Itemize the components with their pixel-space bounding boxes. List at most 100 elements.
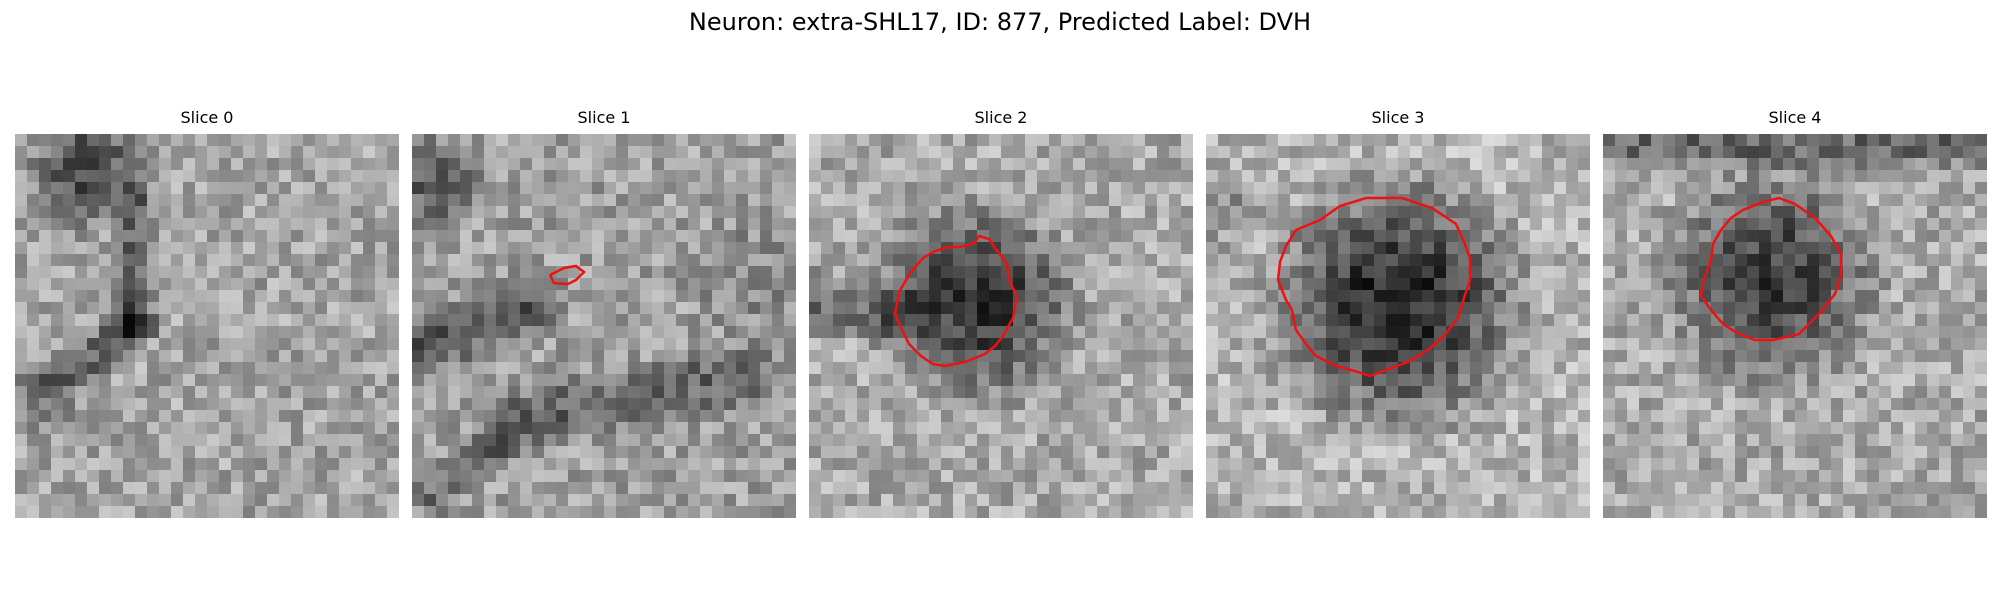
pixel [1109, 194, 1122, 207]
pixel [592, 386, 605, 399]
pixel [1675, 194, 1688, 207]
pixel [628, 194, 641, 207]
pixel [1855, 434, 1868, 447]
pixel [1398, 254, 1411, 267]
pixel [580, 146, 593, 159]
pixel [1169, 170, 1182, 183]
pixel [1350, 218, 1363, 231]
pixel [1001, 386, 1014, 399]
pixel [676, 338, 689, 351]
pixel [1615, 206, 1628, 219]
pixel [736, 494, 749, 507]
pixel [1831, 146, 1844, 159]
pixel [700, 134, 713, 147]
pixel [123, 158, 136, 171]
pixel [520, 410, 533, 423]
pixel [1482, 470, 1495, 483]
pixel [460, 494, 473, 507]
pixel [291, 362, 304, 375]
pixel [1242, 338, 1255, 351]
pixel [1566, 182, 1579, 195]
pixel [412, 470, 425, 483]
pixel [1386, 254, 1399, 267]
pixel [436, 338, 449, 351]
pixel [1001, 362, 1014, 375]
pixel [676, 314, 689, 327]
pixel [147, 494, 160, 507]
pixel [75, 314, 88, 327]
pixel [1410, 242, 1423, 255]
pixel [171, 194, 184, 207]
pixel [303, 338, 316, 351]
pixel [905, 458, 918, 471]
pixel [1049, 146, 1062, 159]
pixel [917, 398, 930, 411]
pixel [760, 314, 773, 327]
pixel [27, 326, 40, 339]
pixel [339, 146, 352, 159]
pixel [1795, 362, 1808, 375]
pixel [1097, 506, 1110, 518]
pixel [363, 194, 376, 207]
pixel [1133, 446, 1146, 459]
pixel [845, 374, 858, 387]
pixel [1506, 254, 1519, 267]
pixel [375, 290, 388, 303]
pixel [99, 326, 112, 339]
segmentation-outline-1 [548, 264, 586, 286]
pixel [39, 446, 52, 459]
pixel [1085, 242, 1098, 255]
pixel [1879, 242, 1892, 255]
pixel [315, 434, 328, 447]
pixel [784, 302, 796, 315]
pixel [1891, 362, 1904, 375]
pixel [87, 422, 100, 435]
pixel [1747, 362, 1760, 375]
pixel [616, 158, 629, 171]
pixel [1903, 134, 1916, 147]
pixel [1843, 134, 1856, 147]
pixel [857, 218, 870, 231]
pixel [375, 410, 388, 423]
pixel [1470, 410, 1483, 423]
pixel [1085, 350, 1098, 363]
pixel [484, 290, 497, 303]
pixel [1711, 314, 1724, 327]
pixel [424, 254, 437, 267]
pixel [1903, 446, 1916, 459]
pixel [508, 446, 521, 459]
pixel [183, 458, 196, 471]
pixel [724, 218, 737, 231]
pixel [1254, 146, 1267, 159]
pixel [472, 134, 485, 147]
pixel [1482, 218, 1495, 231]
pixel [1001, 194, 1014, 207]
pixel [989, 446, 1002, 459]
pixel [159, 350, 172, 363]
pixel [1109, 242, 1122, 255]
pixel [1037, 350, 1050, 363]
pixel [1506, 206, 1519, 219]
pixel [363, 410, 376, 423]
pixel [724, 278, 737, 291]
pixel [1783, 314, 1796, 327]
pixel [544, 374, 557, 387]
pixel [63, 410, 76, 423]
pixel [207, 458, 220, 471]
pixel [508, 482, 521, 495]
pixel [1975, 314, 1987, 327]
pixel [1133, 458, 1146, 471]
pixel [772, 494, 785, 507]
pixel [1639, 206, 1652, 219]
pixel [303, 470, 316, 483]
pixel [1145, 338, 1158, 351]
pixel [1975, 194, 1987, 207]
pixel [111, 434, 124, 447]
pixel [267, 314, 280, 327]
pixel [676, 170, 689, 183]
pixel [1855, 266, 1868, 279]
pixel [857, 446, 870, 459]
pixel [147, 386, 160, 399]
pixel [1181, 362, 1193, 375]
pixel [809, 158, 822, 171]
